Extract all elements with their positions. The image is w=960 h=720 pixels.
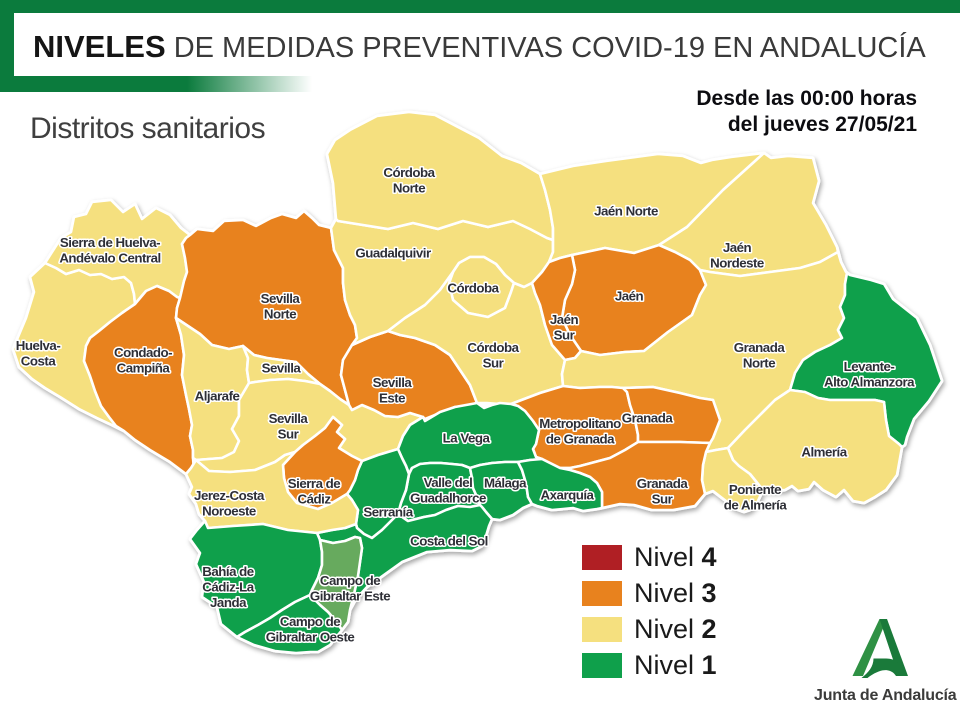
page-title-rest: DE MEDIDAS PREVENTIVAS COVID-19 EN ANDAL…	[165, 32, 926, 64]
district-label-jaen: Jaén	[615, 289, 644, 304]
district-label-jaen-sur: Jaén Sur	[550, 312, 579, 343]
district-label-sierra-cadiz: Sierra de Cádiz	[288, 476, 341, 507]
page-title: NIVELES DE MEDIDAS PREVENTIVAS COVID-19 …	[33, 29, 926, 65]
district-label-axarquia: Axarquía	[541, 488, 595, 503]
effective-date-line2: del jueves 27/05/21	[727, 113, 917, 136]
district-label-cordoba-norte: Córdoba Norte	[383, 165, 435, 196]
logo-a-swoosh	[861, 658, 906, 678]
district-label-cordoba: Córdoba	[447, 281, 499, 296]
district-label-granada: Granada	[622, 411, 674, 426]
page-title-strong: NIVELES	[33, 29, 166, 64]
district-axarquia	[516, 457, 604, 513]
map-subtitle: Distritos sanitarios	[30, 112, 266, 145]
district-label-jaen-norte: Jaén Norte	[594, 204, 658, 219]
legend-swatch-nivel-1	[582, 653, 622, 678]
district-label-aljarafe: Aljarafe	[195, 389, 240, 404]
district-label-huelva-costa: Huelva-Costa	[16, 338, 61, 369]
junta-logo: Junta de Andalucía	[814, 618, 957, 705]
legend-swatch-nivel-3	[582, 581, 622, 606]
district-almeria	[726, 388, 904, 505]
junta-logo-icon	[852, 619, 908, 678]
district-label-jaen-nordeste: Jaén Nordeste	[710, 240, 764, 271]
legend-item-nivel-3: Nivel 3	[582, 578, 717, 608]
legend-swatch-nivel-4	[582, 545, 622, 570]
legend-item-nivel-4: Nivel 4	[582, 542, 717, 572]
district-malaga	[468, 460, 534, 522]
district-label-costa-del-sol: Costa del Sol	[410, 534, 488, 549]
district-label-sevilla-este: Sevilla Este	[373, 375, 413, 406]
district-label-levante: Levante-Alto Almanzora	[824, 359, 915, 390]
district-label-almeria: Almería	[801, 445, 847, 460]
district-label-sevilla-norte: Sevilla Norte	[261, 291, 301, 322]
district-label-poniente: Poniente de Almería	[724, 482, 788, 513]
district-label-cordoba-sur: Córdoba Sur	[467, 340, 519, 371]
legend-label-nivel-1: Nivel 1	[634, 650, 717, 680]
district-label-condado-campina: Condado-Campiña	[114, 345, 172, 376]
district-label-metropolitano: Metropolitano de Granada	[539, 416, 621, 447]
district-label-guadalquivir: Guadalquivir	[355, 246, 431, 261]
district-label-sierra-huelva: Sierra de Huelva-Andévalo Central	[59, 235, 160, 266]
district-label-jerez: Jerez-Costa Noroeste	[194, 488, 265, 519]
district-label-la-vega: La Vega	[443, 431, 491, 446]
district-label-bahia: Bahía de Cádiz-La Janda	[202, 564, 255, 610]
legend-label-nivel-2: Nivel 2	[634, 614, 717, 644]
district-label-malaga: Málaga	[484, 476, 527, 491]
district-label-serrania: Serranía	[363, 505, 413, 520]
legend-swatch-nivel-2	[582, 617, 622, 642]
effective-date: Desde las 00:00 horas del jueves 27/05/2…	[696, 86, 917, 138]
junta-logo-text: Junta de Andalucía	[814, 687, 957, 704]
header-title-box: NIVELES DE MEDIDAS PREVENTIVAS COVID-19 …	[14, 13, 960, 76]
legend-item-nivel-2: Nivel 2	[582, 614, 717, 644]
district-label-valle: Valle del Guadalhorce	[410, 475, 486, 506]
district-label-sevilla-sur: Sevilla Sur	[269, 411, 309, 442]
logo-a-right-leg	[879, 619, 908, 676]
legend-label-nivel-4: Nivel 4	[634, 542, 717, 572]
header-green-top-bar	[0, 0, 960, 13]
district-label-granada-sur: Granada Sur	[637, 476, 689, 507]
district-label-campo-este: Campo de Gibraltar Este	[310, 573, 390, 604]
district-label-granada-norte: Granada Norte	[734, 340, 786, 371]
logo-a-left-leg	[852, 619, 887, 676]
district-label-campo-oeste: Campo de Gibraltar Oeste	[266, 614, 355, 645]
district-cordoba-norte	[325, 110, 555, 242]
legend-item-nivel-1: Nivel 1	[582, 650, 717, 680]
district-label-sevilla: Sevilla	[262, 361, 302, 376]
header-green-underline	[0, 76, 312, 92]
effective-date-line1: Desde las 00:00 horas	[696, 87, 917, 110]
map-legend: Nivel 4 Nivel 3 Nivel 2 Nivel 1	[582, 542, 717, 689]
district-campo-oeste	[235, 593, 344, 655]
legend-label-nivel-3: Nivel 3	[634, 578, 717, 608]
header-green-left-bar	[0, 0, 14, 92]
